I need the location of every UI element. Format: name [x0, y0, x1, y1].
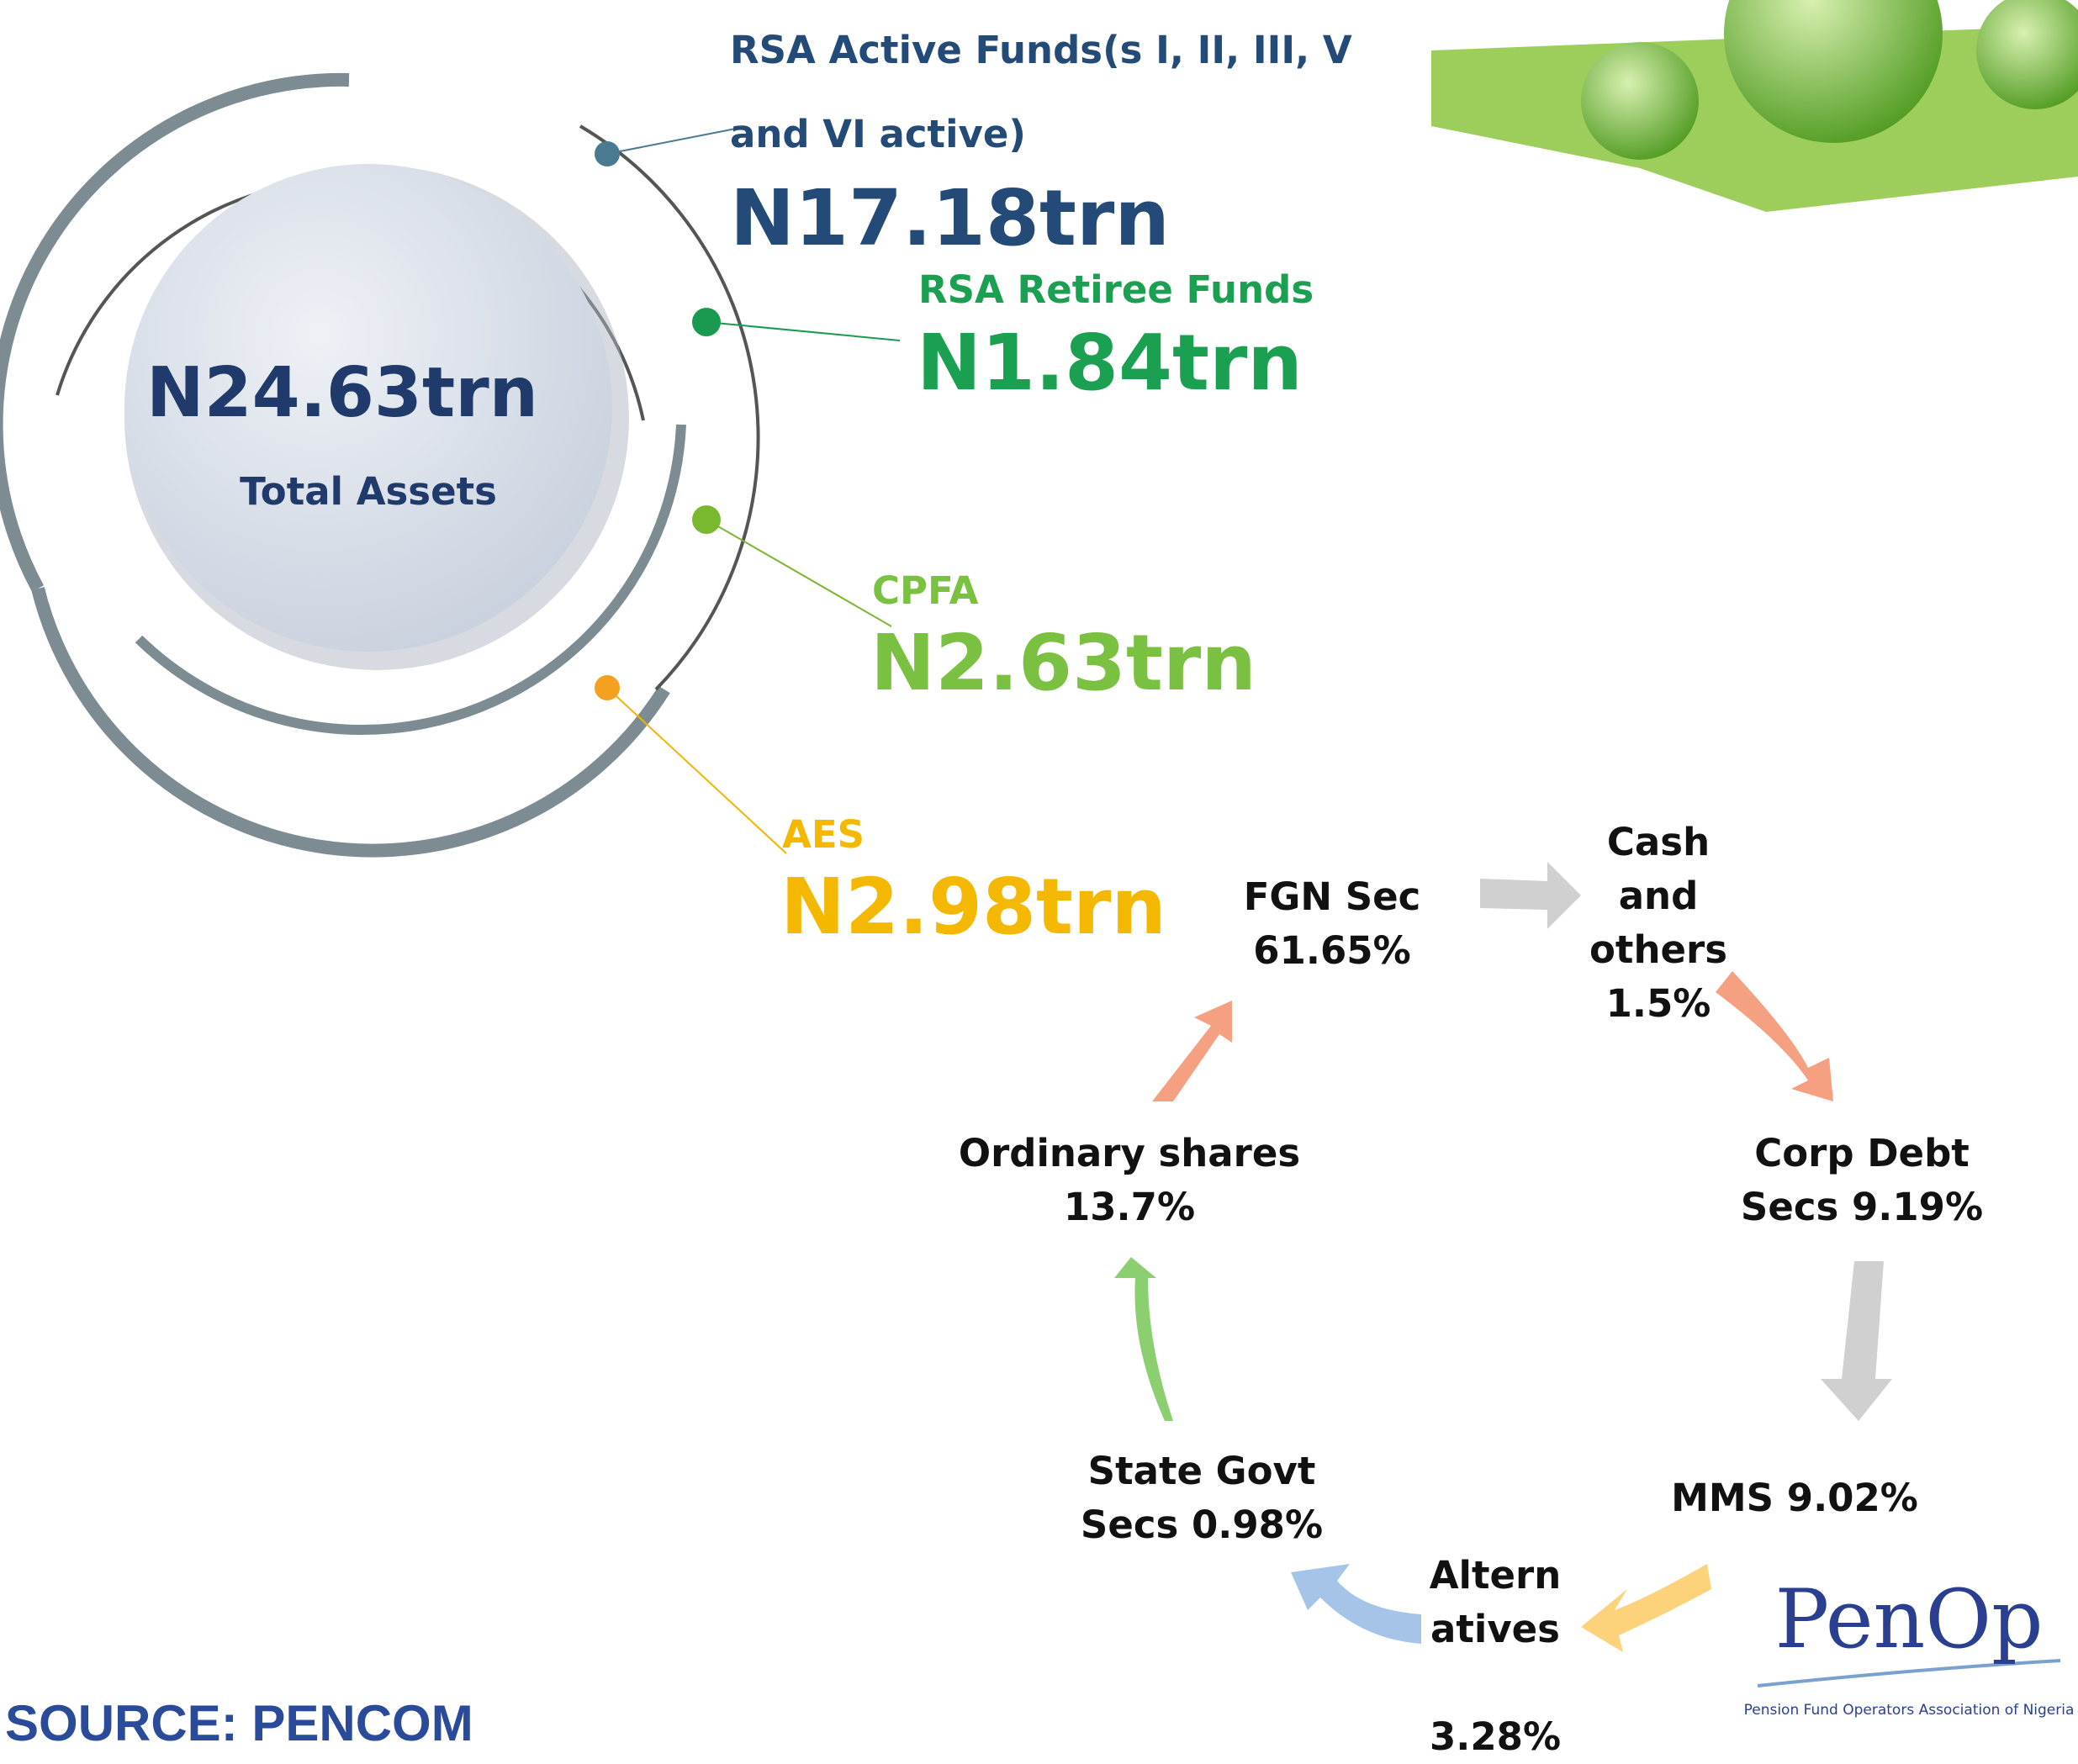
arrow	[1291, 1564, 1421, 1644]
allocation-value: 0.98%	[1192, 1503, 1323, 1547]
allocation-item: MMS 9.02%	[1660, 1471, 1929, 1525]
fund-label: RSA Active Funds(s I, II, III, V and VI …	[730, 28, 1352, 156]
allocation-item: Ordinary shares 13.7%	[944, 1127, 1314, 1234]
allocation-value: 13.7%	[1064, 1185, 1195, 1229]
allocation-name: Altern atives	[1430, 1553, 1562, 1651]
allocation-name: Ordinary shares	[959, 1131, 1300, 1175]
fund-value: N1.84trn	[917, 318, 1303, 408]
fund-block: RSA Active Funds(s I, II, III, V and VI …	[730, 8, 1403, 274]
allocation-item: FGN Sec 61.65%	[1206, 870, 1458, 978]
allocation-item: Corp Debt Secs 9.19%	[1736, 1127, 1988, 1234]
fund-label: RSA Retiree Funds	[918, 267, 1314, 312]
fund-value: N17.18trn	[730, 173, 1170, 263]
logo-tagline: Pension Fund Operators Association of Ni…	[1744, 1702, 2075, 1719]
arrow	[1480, 862, 1581, 929]
allocation-value: 1.5%	[1606, 981, 1711, 1026]
fund-value: N2.63trn	[870, 618, 1256, 708]
dot	[692, 505, 721, 534]
dot	[595, 675, 620, 700]
logo: PenOp	[1774, 1572, 2043, 1666]
allocation-item: State Govt Secs 0.98%	[1076, 1444, 1328, 1552]
fund-label: CPFA	[872, 568, 978, 613]
allocation-item: Altern atives 3.28%	[1420, 1549, 1571, 1764]
allocation-name: FGN Sec	[1244, 874, 1421, 919]
page: {"total": {"value": "N24.63trn", "label"…	[0, 0, 2078, 1735]
arrow	[1821, 1261, 1892, 1421]
arrow	[1114, 1257, 1173, 1421]
allocation-value: 61.65%	[1253, 928, 1410, 973]
fund-label: AES	[782, 812, 865, 857]
total-value: N24.63trn	[146, 353, 538, 433]
dot	[692, 308, 721, 336]
fund-value: N2.98trn	[780, 862, 1166, 952]
arrow	[1152, 1001, 1232, 1101]
dot	[595, 141, 620, 166]
total-label: Total Assets	[240, 469, 497, 514]
allocation-name: MMS	[1671, 1476, 1774, 1520]
allocation-value: 3.28%	[1430, 1714, 1561, 1759]
arrow	[1581, 1564, 1711, 1652]
allocation-value: 9.02%	[1787, 1476, 1918, 1520]
allocation-item: Cash and others 1.5%	[1578, 816, 1738, 1031]
allocation-value: 9.19%	[1852, 1185, 1983, 1229]
coin	[1581, 42, 1699, 160]
allocation-name: Cash and others	[1589, 820, 1727, 972]
source: SOURCE: PENCOM	[5, 1694, 473, 1752]
